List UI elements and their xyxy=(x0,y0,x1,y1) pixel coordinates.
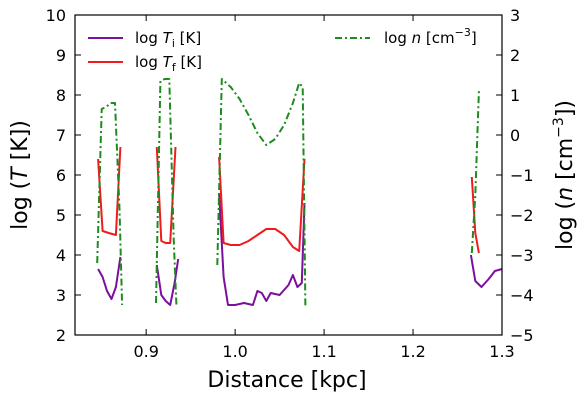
series-0-segment-2 xyxy=(218,192,306,306)
series-2-segment-3 xyxy=(470,90,480,254)
series-0-segment-3 xyxy=(469,254,503,288)
y-right-tick-label: −3 xyxy=(510,246,534,265)
y-left-tick-label: 3 xyxy=(56,286,66,305)
y-left-tick-label: 10 xyxy=(46,6,66,25)
plot-area xyxy=(96,78,503,308)
series-1-segment-2 xyxy=(218,156,306,252)
series-2-segment-0 xyxy=(96,102,124,306)
series-0-segment-0 xyxy=(97,256,122,300)
y-axis-left-title: log (T [K]) xyxy=(8,120,33,230)
y-left-tick-label: 5 xyxy=(56,206,66,225)
x-tick-label: 1.0 xyxy=(222,342,247,361)
y-right-tick-label: 0 xyxy=(510,126,520,145)
legend-label-tf: log Tf [K] xyxy=(135,53,202,74)
x-tick-label: 0.9 xyxy=(133,342,158,361)
y-right-tick-label: 2 xyxy=(510,46,520,65)
legend-right: log n [cm−3] xyxy=(335,26,477,47)
legend-label-ti: log Ti [K] xyxy=(135,29,201,50)
y-axis-right-title: log (n [cm−3]) xyxy=(551,100,578,250)
y-left-tick-label: 7 xyxy=(56,126,66,145)
axes: 0.9 1.0 1.1 1.2 1.3 2 3 4 5 6 7 8 9 10 −5 −4 −3 −2 −1 0 1 2 3 xyxy=(46,6,534,361)
x-tick-label: 1.3 xyxy=(489,342,514,361)
y-right-tick-label: −5 xyxy=(510,326,534,345)
legend-left: log Ti [K] log Tf [K] xyxy=(88,29,202,74)
y-right-tick-label: −1 xyxy=(510,166,534,185)
y-right-tick-label: 3 xyxy=(510,6,520,25)
y-left-tick-label: 2 xyxy=(56,326,66,345)
y-right-tick-label: 1 xyxy=(510,86,520,105)
series-2-segment-1 xyxy=(155,78,178,306)
y-right-tick-label: −2 xyxy=(510,206,534,225)
series-0-segment-1 xyxy=(155,258,180,306)
y-right-tick-label: −4 xyxy=(510,286,534,305)
y-left-tick-label: 6 xyxy=(56,166,66,185)
legend-label-n: log n [cm−3] xyxy=(384,26,477,47)
x-tick-label: 1.2 xyxy=(400,342,425,361)
y-left-tick-label: 4 xyxy=(56,246,66,265)
y-left-tick-label: 8 xyxy=(56,86,66,105)
series-2-segment-2 xyxy=(216,78,307,308)
series-1-segment-3 xyxy=(470,176,480,254)
x-axis-title: Distance [kpc] xyxy=(207,368,366,393)
x-tick-label: 1.1 xyxy=(311,342,336,361)
y-left-tick-label: 9 xyxy=(56,46,66,65)
series-1-segment-0 xyxy=(97,146,122,236)
